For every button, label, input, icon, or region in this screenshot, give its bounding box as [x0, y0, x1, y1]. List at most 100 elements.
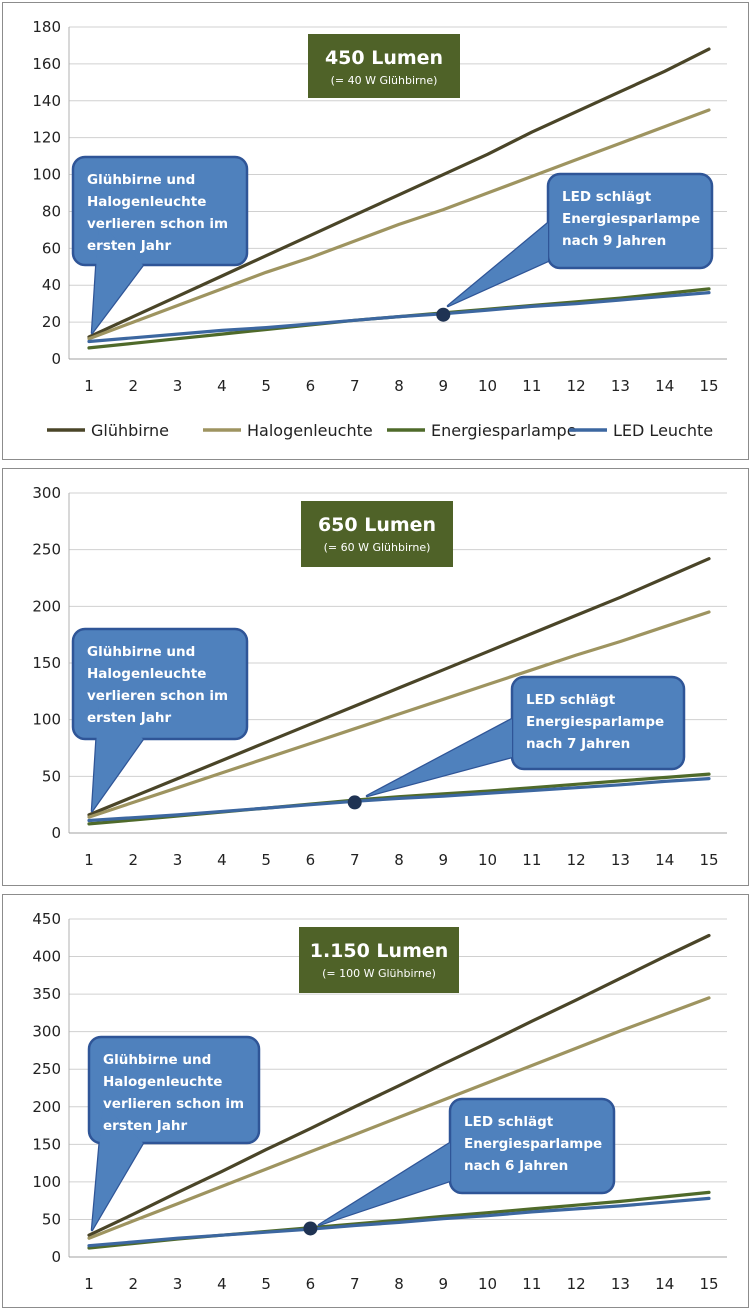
callout-text-line: LED schlägt [562, 189, 652, 205]
y-tick-label: 50 [42, 1210, 61, 1228]
y-tick-label: 200 [32, 1098, 61, 1116]
x-tick-label: 10 [478, 377, 497, 395]
series-line-led-leuchte [87, 291, 711, 344]
x-tick-label: 10 [478, 1275, 497, 1293]
y-tick-label: 100 [32, 711, 61, 729]
x-tick-label: 13 [611, 377, 630, 395]
x-tick-label: 6 [306, 851, 316, 869]
callout-pointer-fill [92, 699, 143, 811]
x-tick-label: 3 [173, 377, 183, 395]
x-tick-label: 1 [84, 377, 94, 395]
callout-pointer-fill [448, 223, 548, 306]
y-tick-label: 180 [32, 18, 61, 36]
callout-pointer-fill [367, 719, 512, 796]
y-tick-label: 0 [51, 350, 61, 368]
callout-text-line: Halogenleuchte [87, 194, 206, 210]
x-tick-label: 4 [217, 377, 227, 395]
y-tick-label: 300 [32, 1023, 61, 1041]
y-tick-label: 40 [42, 276, 61, 294]
x-tick-label: 13 [611, 851, 630, 869]
callout-text-line: ersten Jahr [103, 1118, 188, 1134]
series-line-energiesparlampe [87, 287, 711, 350]
x-tick-label: 2 [129, 851, 139, 869]
x-tick-label: 8 [394, 377, 404, 395]
chart-subtitle: (= 60 W Glühbirne) [324, 541, 431, 554]
callout-text-line: ersten Jahr [87, 710, 172, 726]
x-tick-label: 7 [350, 1275, 360, 1293]
series-line-gl-hbirne [87, 47, 711, 339]
series-line-gl-hbirne [87, 557, 711, 817]
x-tick-label: 6 [306, 1275, 316, 1293]
y-tick-label: 400 [32, 948, 61, 966]
chart-panel-1150-lumen: 0 50 100 150 200 250 300 350 400 450 1 2 3 4 5 6 7 8 9 10 11… [2, 894, 749, 1308]
callout-text-line: verlieren schon im [87, 688, 228, 704]
chart-panel-450-lumen: 0 20 40 60 80 100 120 140 160 180 1 2 3 4 5 6 7 8 9 10 11 12 1… [2, 2, 749, 460]
callout-text-line: Halogenleuchte [103, 1074, 222, 1090]
chart-subtitle: (= 100 W Glühbirne) [322, 967, 436, 980]
x-tick-label: 4 [217, 851, 227, 869]
y-tick-label: 120 [32, 129, 61, 147]
callout-left: Glühbirne und Halogenleuchte verlieren sch… [71, 155, 249, 335]
x-tick-label: 11 [522, 1275, 541, 1293]
x-tick-label: 7 [350, 377, 360, 395]
callout-pointer-fill [92, 1105, 143, 1230]
legend: Glühbirne Halogenleuchte Energiesparlampe L… [47, 421, 713, 440]
x-tick-label: 11 [522, 851, 541, 869]
chart-title: 1.150 Lumen [310, 940, 449, 962]
y-tick-label: 50 [42, 767, 61, 785]
x-tick-label: 14 [655, 377, 674, 395]
y-tick-label: 60 [42, 239, 61, 257]
y-tick-label: 0 [51, 824, 61, 842]
x-tick-label: 7 [350, 851, 360, 869]
x-tick-label: 15 [699, 851, 718, 869]
chart-title: 650 Lumen [318, 514, 436, 536]
chart-title: 450 Lumen [325, 47, 443, 69]
callout-right: LED schlägt Energiesparlampe nach 6 Jahren [317, 1097, 616, 1227]
callout-pointer-fill [319, 1143, 450, 1225]
title-box [308, 34, 460, 98]
callout-text-line: verlieren schon im [103, 1096, 244, 1112]
legend-label: Glühbirne [91, 421, 169, 440]
x-tick-label: 2 [129, 1275, 139, 1293]
callout-left: Glühbirne und Halogenleuchte verlieren sch… [87, 1035, 261, 1232]
callout-text-line: nach 6 Jahren [464, 1158, 568, 1174]
y-tick-label: 150 [32, 654, 61, 672]
callout-text-line: verlieren schon im [87, 216, 228, 232]
y-tick-label: 200 [32, 597, 61, 615]
callout-left: Glühbirne und Halogenleuchte verlieren sch… [71, 627, 249, 813]
legend-label: Halogenleuchte [247, 421, 373, 440]
callout-right: LED schlägt Energiesparlampe nach 9 Jahren [446, 172, 714, 308]
x-tick-label: 8 [394, 851, 404, 869]
series-line-led-leuchte [87, 777, 711, 823]
breakeven-marker [436, 307, 451, 322]
breakeven-marker [303, 1221, 318, 1236]
chart-subtitle: (= 40 W Glühbirne) [331, 74, 438, 87]
breakeven-marker [347, 795, 362, 810]
callout-box [71, 627, 249, 741]
chart-panel-650-lumen: 0 50 100 150 200 250 300 1 2 3 4 5 6 7 8 9 10 11 12 13 14 15 6… [2, 468, 749, 886]
series-line-led-leuchte [87, 1196, 711, 1248]
callout-text-line: Halogenleuchte [87, 666, 206, 682]
callout-text-line: Energiesparlampe [562, 211, 700, 227]
callout-text-line: ersten Jahr [87, 238, 172, 254]
x-tick-label: 14 [655, 851, 674, 869]
x-tick-label: 10 [478, 851, 497, 869]
y-tick-label: 0 [51, 1248, 61, 1266]
x-tick-label: 11 [522, 377, 541, 395]
x-tick-label: 12 [567, 1275, 586, 1293]
legend-label: LED Leuchte [613, 421, 713, 440]
x-tick-label: 1 [84, 1275, 94, 1293]
y-tick-label: 250 [32, 1060, 61, 1078]
x-tick-label: 14 [655, 1275, 674, 1293]
callout-text-line: nach 7 Jahren [526, 736, 630, 752]
title-box [299, 927, 459, 993]
callout-box [546, 172, 714, 270]
callout-text-line: LED schlägt [464, 1114, 554, 1130]
x-tick-label: 15 [699, 377, 718, 395]
x-tick-label: 15 [699, 1275, 718, 1293]
x-tick-label: 5 [261, 377, 271, 395]
x-tick-label: 3 [173, 1275, 183, 1293]
y-tick-label: 100 [32, 1173, 61, 1191]
